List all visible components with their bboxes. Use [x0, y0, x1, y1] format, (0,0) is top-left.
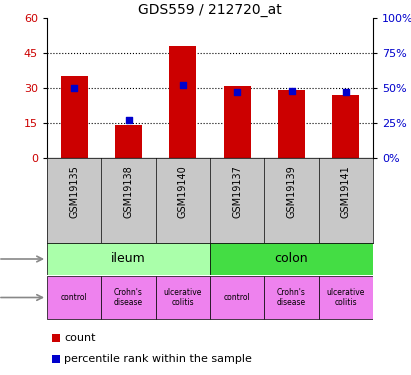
Text: percentile rank within the sample: percentile rank within the sample	[64, 354, 252, 364]
Text: GSM19140: GSM19140	[178, 165, 188, 218]
Text: control: control	[61, 293, 88, 302]
Point	[234, 89, 240, 95]
Text: GSM19137: GSM19137	[232, 165, 242, 218]
Bar	[102, 276, 156, 319]
Text: colon: colon	[275, 252, 308, 266]
Bar	[52, 334, 60, 342]
Bar	[224, 86, 251, 158]
Bar	[60, 76, 88, 158]
Text: count: count	[64, 333, 95, 343]
Bar	[210, 243, 373, 275]
Point	[125, 117, 132, 123]
Text: GSM19135: GSM19135	[69, 165, 79, 218]
Point	[288, 88, 295, 94]
Bar	[169, 46, 196, 158]
Point	[342, 89, 349, 95]
Bar	[47, 276, 102, 319]
Text: Crohn's
disease: Crohn's disease	[114, 288, 143, 307]
Bar	[47, 243, 210, 275]
Text: GSM19138: GSM19138	[123, 165, 134, 218]
Bar	[52, 355, 60, 363]
Bar	[264, 276, 319, 319]
Bar	[115, 125, 142, 158]
Bar	[319, 276, 373, 319]
Bar	[210, 276, 264, 319]
Point	[180, 82, 186, 88]
Text: Crohn's
disease: Crohn's disease	[277, 288, 306, 307]
Text: ulcerative
colitis: ulcerative colitis	[164, 288, 202, 307]
Text: ileum: ileum	[111, 252, 146, 266]
Text: GSM19139: GSM19139	[286, 165, 296, 218]
Text: GSM19141: GSM19141	[341, 165, 351, 218]
Title: GDS559 / 212720_at: GDS559 / 212720_at	[138, 3, 282, 17]
Bar	[332, 95, 359, 158]
Bar	[278, 90, 305, 158]
Point	[71, 85, 77, 91]
Text: ulcerative
colitis: ulcerative colitis	[327, 288, 365, 307]
Text: control: control	[224, 293, 251, 302]
Bar	[156, 276, 210, 319]
